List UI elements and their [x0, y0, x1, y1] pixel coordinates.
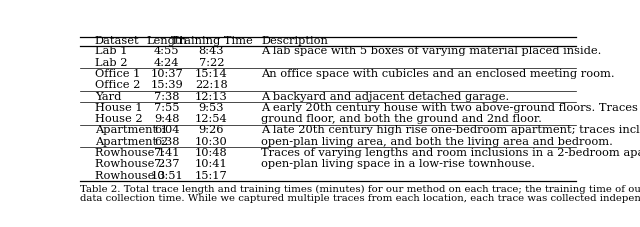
Text: Apartment 1: Apartment 1: [95, 126, 168, 136]
Text: 6:38: 6:38: [154, 137, 180, 147]
Text: Training Time: Training Time: [171, 36, 252, 46]
Text: 12:13: 12:13: [195, 91, 228, 101]
Text: Rowhouse 1: Rowhouse 1: [95, 148, 165, 158]
Text: 4:55: 4:55: [154, 46, 180, 56]
Text: 10:48: 10:48: [195, 148, 228, 158]
Text: 22:18: 22:18: [195, 80, 228, 90]
Text: 10:37: 10:37: [150, 69, 183, 79]
Text: 10:41: 10:41: [195, 159, 228, 169]
Text: 7:37: 7:37: [154, 159, 180, 169]
Text: House 2: House 2: [95, 114, 143, 124]
Text: 7:41: 7:41: [154, 148, 180, 158]
Text: 9:53: 9:53: [198, 103, 224, 113]
Text: A backyard and adjacent detached garage.: A backyard and adjacent detached garage.: [261, 91, 509, 101]
Text: open-plan living space in a low-rise townhouse.: open-plan living space in a low-rise tow…: [261, 159, 535, 169]
Text: 15:17: 15:17: [195, 171, 228, 181]
Text: 7:22: 7:22: [198, 58, 224, 68]
Text: Dataset: Dataset: [95, 36, 140, 46]
Text: 15:39: 15:39: [150, 80, 183, 90]
Text: open-plan living area, and both the living area and bedroom.: open-plan living area, and both the livi…: [261, 137, 613, 147]
Text: A early 20th century house with two above-ground floors. Traces include only the: A early 20th century house with two abov…: [261, 103, 640, 113]
Text: 6:04: 6:04: [154, 126, 180, 136]
Text: Yard: Yard: [95, 91, 121, 101]
Text: Lab 1: Lab 1: [95, 46, 127, 56]
Text: House 1: House 1: [95, 103, 143, 113]
Text: An office space with cubicles and an enclosed meeting room.: An office space with cubicles and an enc…: [261, 69, 614, 79]
Text: 9:26: 9:26: [198, 126, 224, 136]
Text: A lab space with 5 boxes of varying material placed inside.: A lab space with 5 boxes of varying mate…: [261, 46, 602, 56]
Text: 12:54: 12:54: [195, 114, 228, 124]
Text: 7:38: 7:38: [154, 91, 180, 101]
Text: Rowhouse 2: Rowhouse 2: [95, 159, 165, 169]
Text: A late 20th century high rise one-bedroom apartment; traces include just the: A late 20th century high rise one-bedroo…: [261, 126, 640, 136]
Text: Rowhouse 3: Rowhouse 3: [95, 171, 165, 181]
Text: Office 2: Office 2: [95, 80, 140, 90]
Text: 10:51: 10:51: [150, 171, 183, 181]
Text: data collection time. While we captured multiple traces from each location, each: data collection time. While we captured …: [80, 194, 640, 203]
Text: Lab 2: Lab 2: [95, 58, 127, 68]
Text: ground floor, and both the ground and 2nd floor.: ground floor, and both the ground and 2n…: [261, 114, 542, 124]
Text: Description: Description: [261, 36, 328, 46]
Text: Traces of varying lengths and room inclusions in a 2-bedroom apartment with an: Traces of varying lengths and room inclu…: [261, 148, 640, 158]
Text: 4:24: 4:24: [154, 58, 180, 68]
Text: Office 1: Office 1: [95, 69, 140, 79]
Text: 9:48: 9:48: [154, 114, 180, 124]
Text: 7:55: 7:55: [154, 103, 180, 113]
Text: Length: Length: [147, 36, 188, 46]
Text: 8:43: 8:43: [198, 46, 224, 56]
Text: Apartment 2: Apartment 2: [95, 137, 168, 147]
Text: 10:30: 10:30: [195, 137, 228, 147]
Text: Table 2. Total trace length and training times (minutes) for our method on each : Table 2. Total trace length and training…: [80, 185, 640, 194]
Text: 15:14: 15:14: [195, 69, 228, 79]
